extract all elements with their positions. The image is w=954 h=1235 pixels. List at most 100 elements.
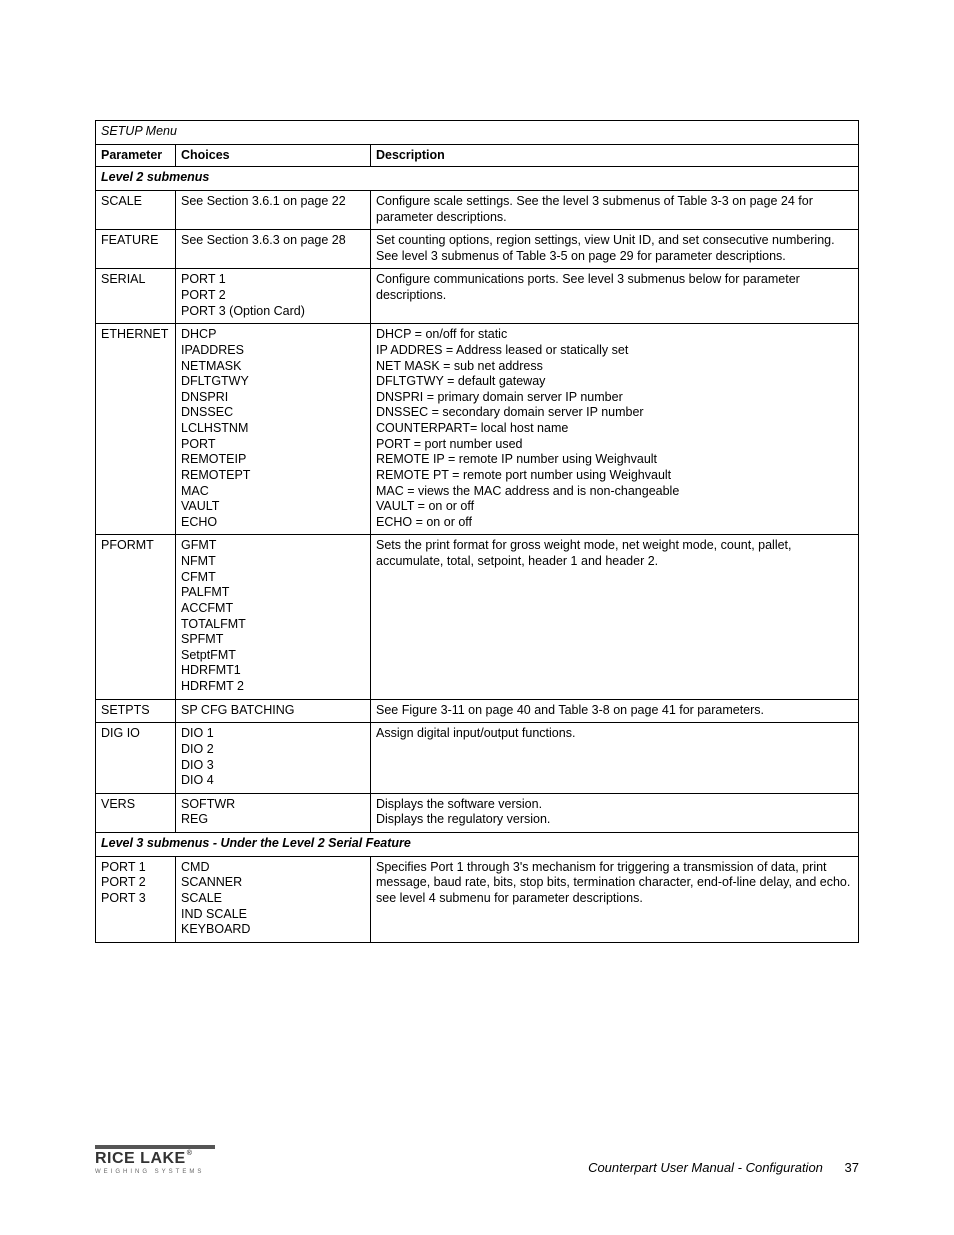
page-footer: RICE LAKE® WEIGHING SYSTEMS Counterpart …: [95, 1145, 859, 1175]
choice-line: SPFMT: [181, 632, 365, 648]
choice-line: PALFMT: [181, 585, 365, 601]
desc-cell: Displays the software version. Displays …: [371, 793, 859, 832]
desc-line: DHCP = on/off for static: [376, 327, 853, 343]
param-cell: SERIAL: [96, 269, 176, 324]
table-row: DIG IO DIO 1 DIO 2 DIO 3 DIO 4 Assign di…: [96, 723, 859, 794]
table-row: VERS SOFTWR REG Displays the software ve…: [96, 793, 859, 832]
param-line: PORT 2: [101, 875, 170, 891]
choices-cell: DIO 1 DIO 2 DIO 3 DIO 4: [176, 723, 371, 794]
desc-line: REMOTE IP = remote IP number using Weigh…: [376, 452, 853, 468]
choice-line: LCLHSTNM: [181, 421, 365, 437]
section-level-3: Level 3 submenus - Under the Level 2 Ser…: [96, 833, 859, 857]
choice-line: DNSPRI: [181, 390, 365, 406]
desc-line: IP ADDRES = Address leased or statically…: [376, 343, 853, 359]
param-cell: SCALE: [96, 190, 176, 229]
param-cell: SETPTS: [96, 699, 176, 723]
desc-line: DNSPRI = primary domain server IP number: [376, 390, 853, 406]
page-number: 37: [845, 1160, 859, 1175]
choices-cell: PORT 1 PORT 2 PORT 3 (Option Card): [176, 269, 371, 324]
choice-line: PORT: [181, 437, 365, 453]
desc-line: MAC = views the MAC address and is non-c…: [376, 484, 853, 500]
param-cell: VERS: [96, 793, 176, 832]
choice-line: DIO 4: [181, 773, 365, 789]
desc-cell: Specifies Port 1 through 3's mechanism f…: [371, 856, 859, 942]
choice-line: REMOTEPT: [181, 468, 365, 484]
choice-line: DNSSEC: [181, 405, 365, 421]
param-cell: PORT 1 PORT 2 PORT 3: [96, 856, 176, 942]
choice-line: DIO 2: [181, 742, 365, 758]
table-row: PORT 1 PORT 2 PORT 3 CMD SCANNER SCALE I…: [96, 856, 859, 942]
brand-subtitle: WEIGHING SYSTEMS: [95, 1169, 204, 1175]
choice-line: HDRFMT1: [181, 663, 365, 679]
table-header-row: Parameter Choices Description: [96, 144, 859, 167]
table-row: ETHERNET DHCP IPADDRES NETMASK DFLTGTWY …: [96, 324, 859, 535]
desc-cell: Set counting options, region settings, v…: [371, 230, 859, 269]
choice-line: PORT 3 (Option Card): [181, 304, 365, 320]
desc-line: NET MASK = sub net address: [376, 359, 853, 375]
choice-line: REMOTEIP: [181, 452, 365, 468]
choices-cell: SOFTWR REG: [176, 793, 371, 832]
brand-name-line: RICE LAKE®: [95, 1150, 192, 1168]
desc-line: PORT = port number used: [376, 437, 853, 453]
choices-cell: SP CFG BATCHING: [176, 699, 371, 723]
table-row: PFORMT GFMT NFMT CFMT PALFMT ACCFMT TOTA…: [96, 535, 859, 699]
brand-name: RICE LAKE: [95, 1150, 186, 1167]
header-parameter: Parameter: [96, 144, 176, 167]
desc-line: Displays the software version.: [376, 797, 853, 813]
choice-line: SOFTWR: [181, 797, 365, 813]
choice-line: VAULT: [181, 499, 365, 515]
param-cell: FEATURE: [96, 230, 176, 269]
choice-line: CMD: [181, 860, 365, 876]
desc-line: REMOTE PT = remote port number using Wei…: [376, 468, 853, 484]
choice-line: NFMT: [181, 554, 365, 570]
choice-line: TOTALFMT: [181, 617, 365, 633]
choice-line: DIO 1: [181, 726, 365, 742]
desc-line: DFLTGTWY = default gateway: [376, 374, 853, 390]
param-line: PORT 1: [101, 860, 170, 876]
section-level-2: Level 2 submenus: [96, 167, 859, 191]
choice-line: SetptFMT: [181, 648, 365, 664]
page-content: SETUP Menu Parameter Choices Description…: [0, 0, 954, 943]
param-cell: PFORMT: [96, 535, 176, 699]
param-cell: ETHERNET: [96, 324, 176, 535]
desc-cell: Configure communications ports. See leve…: [371, 269, 859, 324]
choice-line: IND SCALE: [181, 907, 365, 923]
brand-logo: RICE LAKE® WEIGHING SYSTEMS: [95, 1145, 215, 1175]
choice-line: MAC: [181, 484, 365, 500]
setup-menu-table: SETUP Menu Parameter Choices Description…: [95, 120, 859, 943]
choice-line: DIO 3: [181, 758, 365, 774]
table-row: SERIAL PORT 1 PORT 2 PORT 3 (Option Card…: [96, 269, 859, 324]
registered-icon: ®: [187, 1150, 192, 1157]
choice-line: PORT 1: [181, 272, 365, 288]
desc-cell: Assign digital input/output functions.: [371, 723, 859, 794]
choice-line: IPADDRES: [181, 343, 365, 359]
choice-line: KEYBOARD: [181, 922, 365, 938]
choices-cell: GFMT NFMT CFMT PALFMT ACCFMT TOTALFMT SP…: [176, 535, 371, 699]
footer-right: Counterpart User Manual - Configuration …: [588, 1160, 859, 1175]
choice-line: PORT 2: [181, 288, 365, 304]
table-title-row: SETUP Menu: [96, 121, 859, 145]
choice-line: GFMT: [181, 538, 365, 554]
choices-cell: CMD SCANNER SCALE IND SCALE KEYBOARD: [176, 856, 371, 942]
table-row: SCALE See Section 3.6.1 on page 22 Confi…: [96, 190, 859, 229]
choice-line: HDRFMT 2: [181, 679, 365, 695]
desc-line: VAULT = on or off: [376, 499, 853, 515]
choice-line: DHCP: [181, 327, 365, 343]
desc-line: COUNTERPART= local host name: [376, 421, 853, 437]
section-level-3-label: Level 3 submenus - Under the Level 2 Ser…: [96, 833, 859, 857]
desc-line: DNSSEC = secondary domain server IP numb…: [376, 405, 853, 421]
choice-line: SCALE: [181, 891, 365, 907]
desc-line: ECHO = on or off: [376, 515, 853, 531]
choices-cell: See Section 3.6.3 on page 28: [176, 230, 371, 269]
choice-line: SCANNER: [181, 875, 365, 891]
choice-line: DFLTGTWY: [181, 374, 365, 390]
choice-line: ECHO: [181, 515, 365, 531]
choices-cell: DHCP IPADDRES NETMASK DFLTGTWY DNSPRI DN…: [176, 324, 371, 535]
table-title: SETUP Menu: [96, 121, 859, 145]
choices-cell: See Section 3.6.1 on page 22: [176, 190, 371, 229]
choice-line: CFMT: [181, 570, 365, 586]
choice-line: ACCFMT: [181, 601, 365, 617]
brand-bar-icon: [95, 1145, 215, 1149]
footer-doc-title: Counterpart User Manual - Configuration: [588, 1160, 823, 1175]
param-line: PORT 3: [101, 891, 170, 907]
